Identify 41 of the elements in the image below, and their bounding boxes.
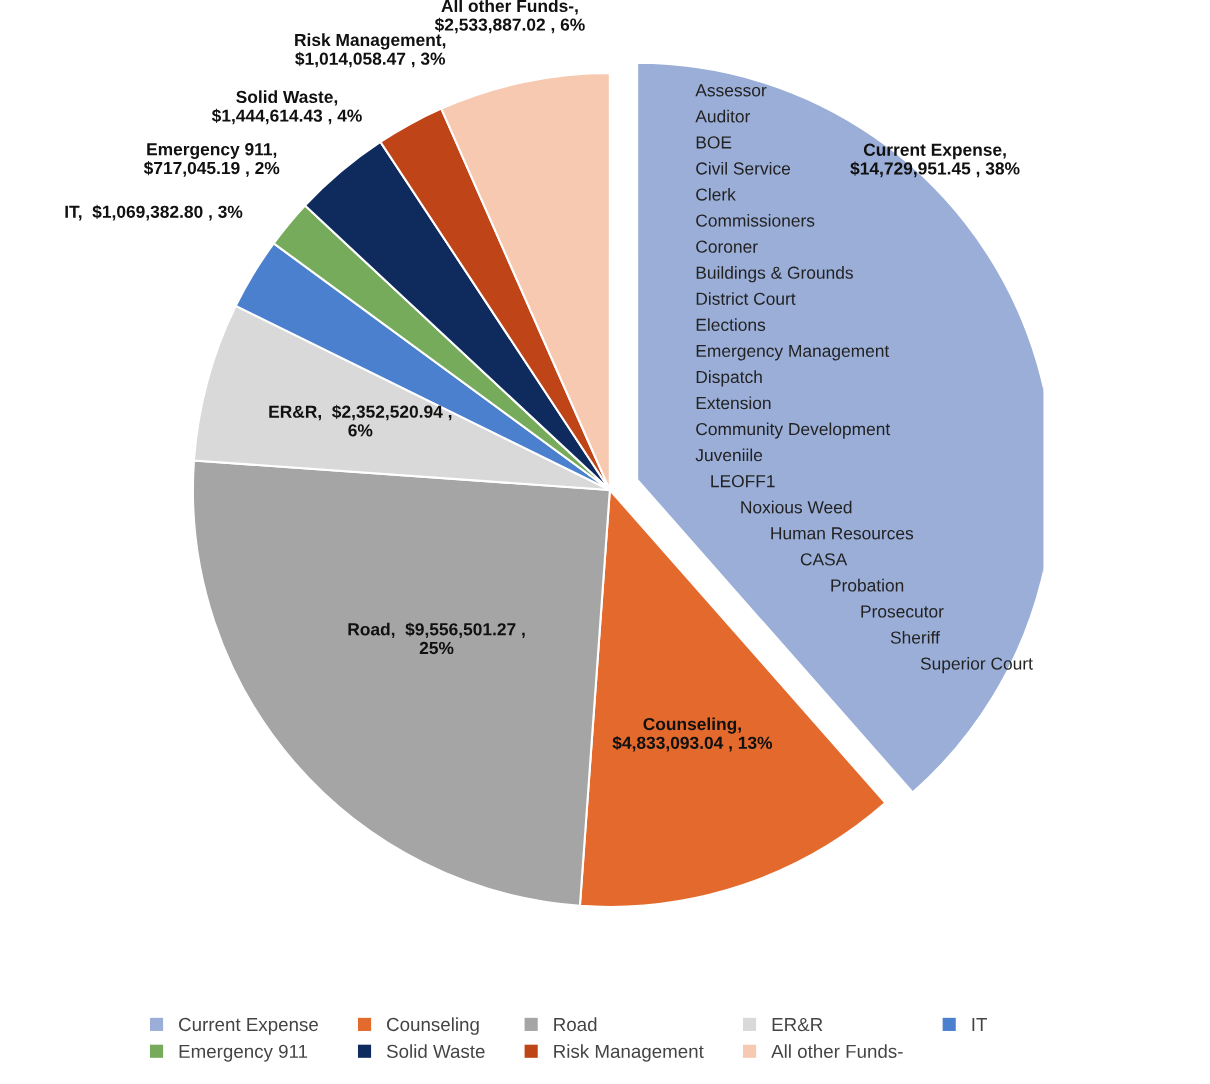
data-label: Emergency 911, $717,045.19 , 2% — [143, 143, 280, 177]
text: Clerk — [696, 187, 736, 201]
text: Probation — [831, 578, 904, 592]
text: Auditor — [695, 109, 751, 123]
text: Coroner — [696, 240, 758, 253]
text: Extension — [696, 396, 771, 410]
legend-label: IT — [972, 1018, 987, 1031]
data-label: Solid Waste, $1,444,614.43 , 4% — [211, 90, 362, 125]
text: BOE — [696, 136, 732, 149]
text: Emergency Management — [696, 344, 890, 361]
text: Superior Court — [920, 656, 1033, 674]
legend-label: Current Expense — [179, 1017, 318, 1035]
text: Civil Service — [696, 161, 791, 175]
legend-label: ER&R — [772, 1017, 823, 1032]
data-label: IT, $1,069,382.80 , 3% — [65, 204, 243, 221]
text: Assessor — [695, 84, 767, 97]
legend-label: Road — [554, 1017, 597, 1032]
data-label: ER&R, $2,352,520.94 , 6% — [269, 404, 452, 437]
data-label: Risk Management, $1,014,058.47 , 3% — [295, 33, 446, 68]
text: Elections — [696, 318, 766, 331]
text: Commissioners — [696, 214, 815, 227]
text: Prosecutor — [861, 605, 944, 618]
legend-label: Emergency 911 — [179, 1044, 308, 1062]
legend-label: All other Funds- — [771, 1044, 903, 1058]
text: Dispatch — [696, 370, 762, 387]
text: LEOFF1 — [711, 475, 775, 488]
text: Noxious Weed — [741, 500, 852, 514]
text: CASA — [800, 553, 848, 566]
legend-label: Solid Waste — [386, 1044, 485, 1058]
text: Community Development — [696, 422, 891, 439]
text: District Court — [696, 292, 796, 305]
data-label: Road, $9,556,501.27 , 25% — [348, 622, 525, 655]
text: Juveniile — [695, 448, 763, 462]
text: Buildings & Grounds — [696, 266, 853, 283]
text: Human Resources — [771, 527, 914, 540]
data-label: Current Expense, $14,729,951.45 , 38% — [850, 143, 1020, 178]
data-label: Counseling, $4,833,093.04 , 13% — [612, 717, 773, 752]
data-label: All other Funds-, $2,533,887.02 , 6% — [434, 0, 585, 34]
legend-label: Counseling — [387, 1017, 479, 1035]
legend-label: Risk Management — [554, 1044, 704, 1062]
text: Sheriff — [890, 630, 940, 644]
